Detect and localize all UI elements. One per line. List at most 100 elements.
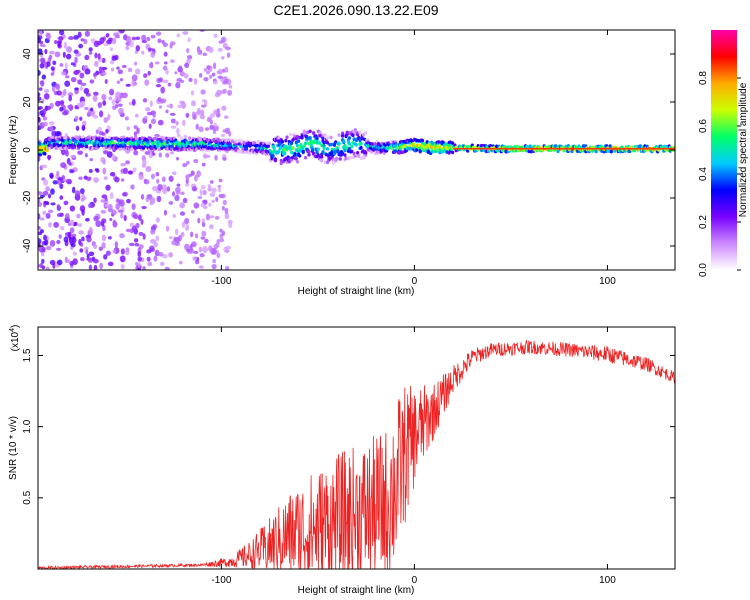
spectrogram-cell — [118, 147, 122, 151]
spectrogram-cell — [84, 30, 90, 37]
spectrogram-cell — [98, 246, 103, 251]
spectrogram-cell — [93, 177, 99, 183]
spectrogram-cell — [68, 140, 73, 145]
spectrogram-cell — [80, 38, 85, 42]
spectrogram-cell — [175, 82, 181, 89]
spectrogram-cell — [88, 51, 93, 55]
spectrogram-cell — [188, 77, 193, 82]
spectrogram-cell — [224, 127, 231, 134]
spectrogram-cell — [190, 231, 194, 238]
spectrogram-cell — [80, 100, 86, 107]
spectrogram-cell — [268, 141, 272, 146]
spectrogram-cell — [38, 213, 41, 220]
spectrogram-cell — [52, 180, 58, 185]
spectrogram-cell — [420, 138, 425, 143]
spectrogram-cell — [332, 143, 337, 147]
spectrogram-cell — [212, 80, 218, 85]
spectrogram-cell — [38, 197, 41, 203]
spectrogram-cell — [65, 53, 72, 60]
spectrogram-cell — [48, 121, 55, 126]
spectrogram-cell — [143, 73, 148, 79]
spectrogram-cell — [222, 157, 227, 161]
spectrogram-cell — [323, 160, 327, 165]
spectrogram-cell — [357, 153, 361, 158]
spectrogram-cell — [227, 89, 233, 96]
spectrogram-cell — [153, 242, 159, 248]
spectrogram-cell — [51, 86, 56, 93]
spectrogram-cell — [73, 221, 78, 226]
spectrogram-cell — [94, 52, 98, 59]
spectrogram-cell — [56, 259, 63, 266]
spectrogram-cell — [191, 111, 196, 118]
spectrogram-cell — [200, 89, 206, 95]
spectrogram-cell — [70, 77, 77, 83]
spectrogram-cell — [347, 146, 352, 151]
spectrogram-cell — [89, 158, 93, 162]
spectrogram-cell — [188, 173, 192, 177]
spectrogram-cell — [124, 116, 129, 121]
spectrogram-cell — [38, 226, 41, 230]
spectrogram-cell — [59, 195, 64, 200]
spectrogram-cell — [179, 71, 185, 77]
spectrogram-cell — [224, 66, 229, 73]
spectrogram-cell — [209, 119, 213, 125]
spectrogram-cell — [69, 227, 75, 234]
spectrogram-cell — [100, 199, 106, 203]
spectrogram-cell — [77, 31, 82, 38]
spectrogram-cell — [87, 257, 94, 263]
spectrogram-cell — [202, 98, 206, 103]
spectrogram-x-tick-label: 100 — [599, 276, 616, 287]
spectrogram-cell — [55, 100, 61, 107]
colorbar-tick-label: 0.2 — [698, 215, 709, 229]
spectrogram-cell — [307, 152, 311, 157]
spectrogram-cell — [141, 145, 145, 150]
spectrogram-cell — [204, 154, 211, 158]
spectrogram-cell — [133, 238, 139, 243]
spectrogram-y-tick-label: -20 — [22, 190, 33, 205]
spectrogram-cell — [142, 233, 146, 240]
spectrogram-x-ticks: -100 0 100 — [211, 30, 616, 287]
spectrogram-cell — [146, 256, 151, 262]
spectrogram-cell — [64, 256, 68, 264]
spectrogram-y-tick-label: 0 — [22, 147, 33, 153]
spectrogram-cell — [71, 233, 77, 237]
spectrogram-cell — [59, 63, 64, 67]
spectrogram-cell — [70, 242, 76, 248]
spectrogram-cell — [156, 77, 162, 84]
spectrogram-cell — [224, 46, 231, 51]
spectrogram-cell — [42, 121, 48, 127]
spectrogram-cell — [43, 239, 49, 246]
spectrogram-cell — [111, 154, 116, 161]
spectrogram-cell — [105, 129, 109, 134]
spectrogram-cell — [84, 153, 88, 158]
spectrogram-cell — [211, 248, 217, 256]
spectrogram-cell — [156, 178, 160, 184]
spectrogram-cell — [73, 35, 79, 40]
spectrogram-cell — [45, 245, 52, 251]
spectrogram-cell — [103, 43, 109, 47]
spectrogram-cell — [86, 253, 90, 259]
spectrogram-cell — [165, 267, 169, 270]
spectrogram-cell — [279, 161, 283, 166]
spectrogram-cell — [209, 224, 214, 230]
spectrogram-cell — [415, 148, 419, 152]
spectrogram-cell — [108, 37, 113, 42]
spectrogram-cell — [110, 67, 115, 72]
spectrogram-cell — [203, 76, 209, 82]
spectrogram-cell — [109, 192, 114, 200]
spectrogram-cell — [112, 219, 117, 225]
spectrogram-cell — [209, 192, 216, 197]
spectrogram-cell — [155, 31, 162, 36]
spectrogram-cell — [119, 233, 125, 239]
spectrogram-cell — [354, 143, 359, 147]
spectrogram-cell — [179, 79, 185, 83]
spectrogram-cell — [105, 33, 110, 38]
spectrogram-cell — [88, 226, 93, 234]
spectrogram-cell — [359, 141, 363, 146]
spectrogram-cell — [101, 234, 107, 242]
spectrogram-cell — [162, 42, 168, 47]
spectrogram-cell — [133, 82, 138, 86]
spectrogram-cell — [221, 205, 225, 211]
spectrogram-cell — [83, 87, 90, 95]
spectrogram-cell — [43, 200, 49, 205]
